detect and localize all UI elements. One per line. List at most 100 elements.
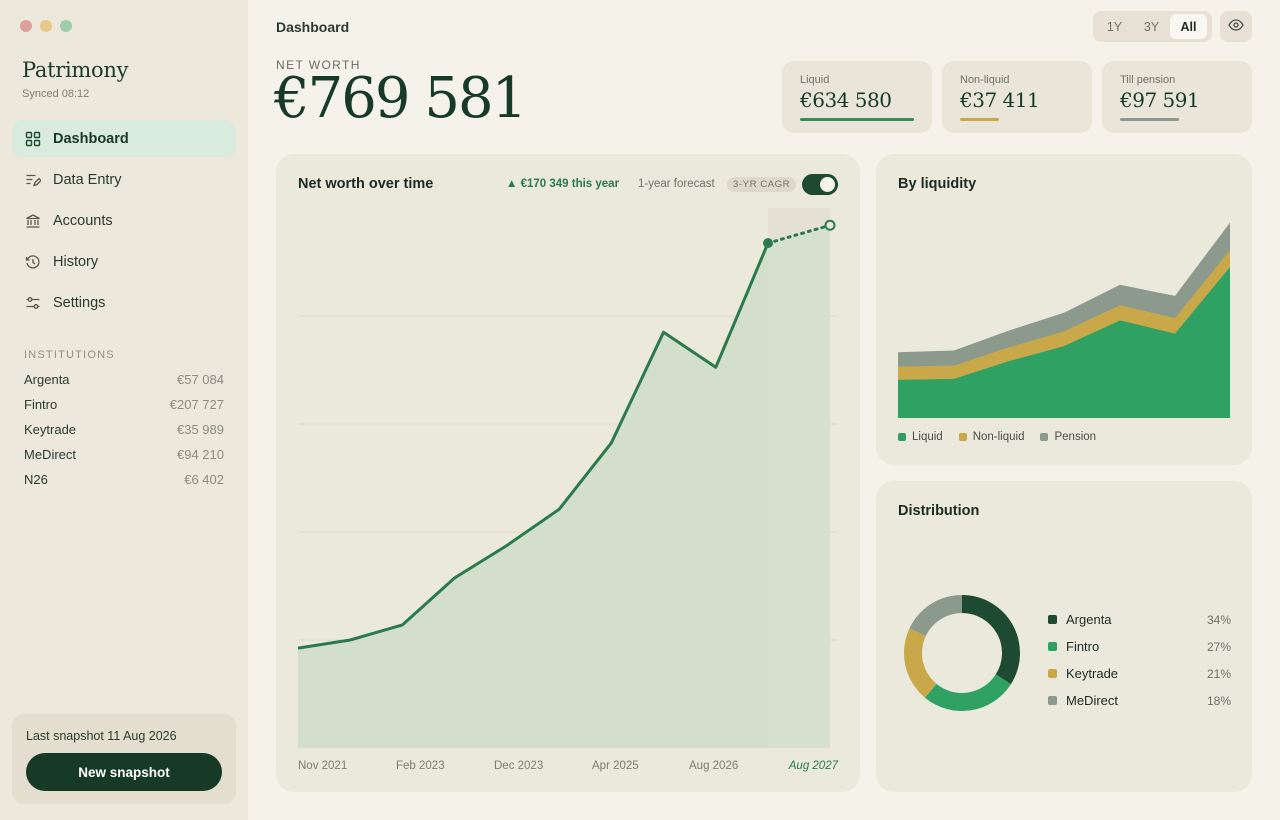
sync-status: Synced 08:12 — [22, 88, 90, 100]
nav-label-data-entry: Data Entry — [53, 171, 122, 188]
distribution-row-keytrade: Keytrade 21% — [1048, 660, 1231, 687]
snapshot-card: Last snapshot 11 Aug 2026 New snapshot — [12, 714, 236, 804]
kpi-value: €634 580 — [800, 88, 892, 112]
institutions-list: Argenta €57 084 Fintro €207 727 Keytrade €3… — [24, 372, 224, 497]
nav-item-accounts[interactable]: Accounts — [12, 202, 236, 239]
legend-swatch — [1048, 669, 1057, 678]
kpi-value: €37 411 — [960, 88, 1040, 112]
new-snapshot-button[interactable]: New snapshot — [26, 753, 222, 791]
institution-name: MeDirect — [24, 447, 77, 462]
institution-row[interactable]: Argenta €57 084 — [24, 372, 224, 397]
kpi-bar — [800, 118, 914, 121]
range-selector: 1Y 3Y All — [1093, 11, 1212, 42]
institution-row[interactable]: Keytrade €35 989 — [24, 422, 224, 447]
x-tick-label: Dec 2023 — [494, 760, 543, 772]
slice-label: MeDirect — [1066, 693, 1119, 708]
kpi-bar — [1120, 118, 1179, 121]
x-tick-label: Aug 2026 — [689, 760, 738, 772]
growth-indicator: ▲ €170 349 this year — [506, 178, 620, 190]
forecast-label: 1-year forecast — [638, 178, 715, 190]
distribution-row-medirect: MeDirect 18% — [1048, 687, 1231, 714]
series-line — [297, 242, 770, 650]
slice-percent: 18% — [1206, 693, 1231, 708]
grid-icon — [24, 130, 42, 148]
legend-label: Non-liquid — [972, 431, 1025, 443]
range-all-button[interactable]: All — [1170, 14, 1207, 39]
institution-name: Argenta — [24, 372, 70, 387]
slice-label: Keytrade — [1066, 666, 1119, 681]
last-snapshot-text: Last snapshot 11 Aug 2026 — [26, 729, 177, 743]
institution-amount: €94 210 — [177, 447, 224, 462]
legend-swatch — [1048, 696, 1057, 705]
slice-label: Fintro — [1066, 639, 1100, 654]
forecast-toggle[interactable] — [802, 174, 838, 195]
net-worth-value: €769 581 — [274, 66, 527, 131]
institutions-heading: INSTITUTIONS — [24, 349, 115, 361]
distribution-row-fintro: Fintro 27% — [1048, 633, 1231, 660]
donut-slice-fintro — [925, 674, 1011, 711]
area-fill — [298, 243, 768, 748]
x-tick-label: Feb 2023 — [396, 760, 445, 772]
liquidity-chart-card: By liquidity Liquid Non-liquid Pension — [876, 154, 1252, 465]
institution-amount: €57 084 — [177, 372, 224, 387]
net-worth-chart-card: Net worth over time ▲ €170 349 this year… — [276, 154, 860, 792]
institution-row[interactable]: N26 €6 402 — [24, 472, 224, 497]
nav-label-settings: Settings — [53, 294, 106, 311]
page-title: Dashboard — [276, 19, 350, 35]
nav-label-accounts: Accounts — [53, 212, 113, 229]
kpi-non-liquid: Non-liquid €37 411 — [942, 61, 1092, 133]
slice-percent: 21% — [1206, 666, 1231, 681]
toggle-knob — [820, 177, 835, 192]
history-icon — [24, 253, 42, 271]
institution-name: Fintro — [24, 397, 58, 412]
distribution-row-argenta: Argenta 34% — [1048, 606, 1231, 633]
institution-amount: €35 989 — [177, 422, 224, 437]
forecast-area-fill — [768, 225, 830, 748]
x-tick-label: Aug 2027 — [788, 760, 839, 772]
visibility-toggle-button[interactable] — [1220, 11, 1252, 42]
kpi-label: Non-liquid — [960, 74, 1010, 86]
institution-row[interactable]: Fintro €207 727 — [24, 397, 224, 422]
distribution-legend: Argenta 34% Fintro 27% Keytrade 21% MeDirec… — [1048, 606, 1231, 714]
range-1y-button[interactable]: 1Y — [1106, 19, 1123, 34]
legend-swatch — [1048, 642, 1057, 651]
institution-amount: €6 402 — [184, 472, 224, 487]
net-worth-chart-title: Net worth over time — [298, 176, 434, 192]
nav-label-history: History — [53, 253, 99, 270]
kpi-label: Liquid — [800, 74, 830, 86]
legend-label: Liquid — [912, 431, 943, 443]
x-tick-label: Apr 2025 — [592, 760, 639, 772]
range-3y-button[interactable]: 3Y — [1143, 19, 1160, 34]
current-point — [763, 238, 773, 249]
net-worth-chart: Nov 2021 Feb 2023 Dec 2023 Apr 2025 Aug 2026… — [297, 208, 839, 772]
area-liquid — [898, 267, 1230, 418]
x-tick-label: Nov 2021 — [298, 760, 347, 772]
kpi-label: Till pension — [1120, 74, 1176, 86]
slice-label: Argenta — [1066, 612, 1112, 627]
minimize-window-button[interactable] — [40, 20, 52, 32]
sidebar: Patrimony Synced 08:12 Dashboard Data En… — [0, 0, 248, 820]
distribution-donut — [904, 595, 1020, 711]
liquidity-legend: Liquid Non-liquid Pension — [898, 431, 1096, 443]
eye-icon — [1228, 18, 1244, 36]
nav-item-settings[interactable]: Settings — [12, 284, 236, 321]
app-title: Patrimony — [22, 58, 129, 82]
institution-name: Keytrade — [24, 422, 77, 437]
donut-slice-medirect — [909, 595, 962, 636]
zoom-window-button[interactable] — [60, 20, 72, 32]
net-worth-label: NET WORTH — [276, 58, 361, 72]
donut-slice-argenta — [962, 595, 1020, 685]
sliders-icon — [24, 294, 42, 312]
liquidity-chart — [898, 222, 1230, 418]
close-window-button[interactable] — [20, 20, 32, 32]
forecast-point — [824, 219, 836, 231]
nav-item-history[interactable]: History — [12, 243, 236, 280]
legend-item-pension: Pension — [1040, 431, 1096, 443]
legend-item-liquid: Liquid — [898, 431, 943, 443]
legend-label: Pension — [1054, 431, 1097, 443]
nav-item-data-entry[interactable]: Data Entry — [12, 161, 236, 198]
distribution-title: Distribution — [898, 503, 980, 519]
nav-item-dashboard[interactable]: Dashboard — [12, 120, 236, 157]
legend-item-non-liquid: Non-liquid — [958, 431, 1025, 443]
institution-row[interactable]: MeDirect €94 210 — [24, 447, 224, 472]
